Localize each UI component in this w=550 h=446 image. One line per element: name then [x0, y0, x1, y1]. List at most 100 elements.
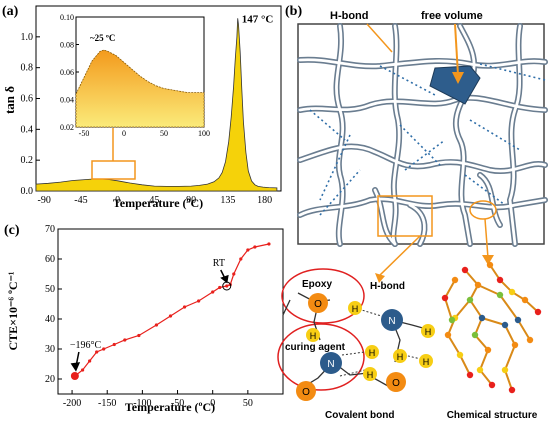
cte-point: [88, 359, 92, 363]
hydrogen-atom-7: [419, 354, 433, 368]
panel-c-frame: [57, 228, 284, 395]
y-tick-label: 0.2: [21, 155, 34, 166]
cte-point: [246, 248, 250, 252]
free-volume-region: [429, 65, 481, 105]
oxygen-atom-2-label: O: [392, 378, 400, 389]
hydrogen-atom-3-label: H: [425, 327, 432, 337]
chem-bonds: [443, 264, 539, 391]
hbond-molecular-label: H-bond: [370, 281, 405, 292]
inset-x-tick-label: 50: [160, 129, 168, 138]
cte-point: [218, 285, 222, 290]
zoom-arrowhead-right: [482, 255, 494, 265]
cte-line: [74, 243, 270, 377]
hbond-dotted-lines: [309, 63, 546, 216]
hydrogen-atom-2: [306, 328, 320, 342]
panel-a-ylabel: tan δ: [2, 86, 17, 114]
x-tick-label: -90: [37, 195, 50, 206]
panel-a-axes: -90 -45 0 45 90 135 180 0.0 0.2 0.4 0.6 0.8 1.0: [21, 32, 273, 206]
cte-point: [232, 272, 236, 276]
cte-point: [95, 350, 99, 354]
inset-x-tick-label: -50: [79, 129, 90, 138]
oxygen-atom-2: [386, 372, 406, 392]
zoom-connector-right: [484, 218, 489, 259]
hydrogen-atom-1-label: H: [352, 304, 359, 314]
nitrogen-atom-2-label: N: [388, 316, 395, 327]
cte-point: [123, 338, 127, 342]
zoom-box-left: [377, 195, 433, 237]
hydrogen-atom-6: [363, 367, 377, 381]
rt-annotation: RT: [213, 258, 225, 269]
cte-point: [211, 290, 215, 294]
cte-point: [112, 342, 116, 347]
polymer-chains: [297, 23, 548, 247]
curing-agent-circle: [277, 323, 365, 391]
molecular-detail: O H H N N H H H H H O O Epoxy H-bond cu: [277, 268, 435, 421]
panel-b: (b): [277, 4, 548, 421]
panel-c-ylabel: CTE×10⁻⁶ ºC⁻¹: [6, 271, 20, 350]
y-tick-label: 1.0: [21, 32, 34, 43]
inset-curve: [75, 49, 205, 128]
hydrogen-atom-3: [421, 324, 435, 338]
y-tick-label: 0.4: [21, 124, 34, 135]
x-tick-label: -50: [171, 398, 184, 409]
oxygen-atom-3-label: O: [302, 387, 310, 398]
peak-annotation: 147 °C: [242, 13, 274, 25]
zoom-connector-left: [379, 235, 421, 276]
x-tick-label: -45: [74, 195, 87, 206]
hydrogen-atom-5: [393, 349, 407, 363]
hydrogen-atom-7-label: H: [423, 357, 430, 367]
x-tick-label: 45: [149, 195, 159, 206]
zoom-arrowhead-left: [375, 273, 385, 283]
inset-x-tick-label: 100: [198, 129, 210, 138]
cte-point: [182, 305, 187, 309]
panel-c-xlabel: Temperature (ºC): [125, 400, 215, 414]
x-tick-label: 135: [220, 195, 235, 206]
rt-arrow: [220, 269, 229, 284]
cte-point: [267, 242, 271, 246]
start-arrow: [70, 351, 81, 372]
panel-a: (a) -90 -45 0 45 90 135 1800.00.20.40.60.81.0 …: [2, 4, 282, 210]
free-volume-label: free volume: [421, 10, 483, 22]
x-tick-label: 0: [210, 398, 215, 409]
cte-point: [197, 299, 201, 303]
panel-c-label: (c): [4, 223, 20, 238]
y-tick-label: 0.6: [21, 94, 34, 105]
oxygen-atom-1-label: O: [314, 299, 322, 310]
hydrogen-atom-6-label: H: [367, 370, 374, 380]
y-tick-label: 0.0: [21, 186, 34, 197]
chemical-structure-label: Chemical structure: [447, 410, 538, 421]
zoom-ellipse-right: [469, 200, 497, 220]
covalent-bond-label: Covalent bond: [325, 410, 394, 421]
nitrogen-atom-2: [381, 309, 403, 331]
x-tick-label: 180: [257, 195, 272, 206]
panel-b-label: (b): [285, 4, 302, 19]
hydrogen-atom-2-label: H: [310, 331, 317, 341]
curing-agent-label: curing agent: [285, 342, 346, 353]
panel-a-xlabel: Temperature (ºC): [113, 196, 203, 210]
panel-a-label: (a): [2, 4, 19, 19]
free-volume-arrowhead: [452, 72, 464, 84]
inset-y-tick-label: 0.04: [60, 96, 74, 105]
x-tick-label: 50: [243, 398, 253, 409]
nitrogen-atom-1-label: N: [327, 359, 334, 370]
x-tick-label: -100: [133, 398, 151, 409]
hbond-pointer: [366, 23, 393, 53]
y-tick-label: 20: [45, 374, 55, 385]
chemical-structure: Chemical structure: [441, 261, 542, 421]
x-tick-label: -150: [98, 398, 116, 409]
cte-points: [73, 242, 271, 378]
cte-point: [154, 323, 159, 327]
cte-point: [81, 368, 85, 372]
epoxy-label: Epoxy: [302, 279, 332, 290]
inset-y-tick-label: 0.08: [60, 41, 74, 50]
y-tick-label: 70: [45, 224, 55, 235]
hydrogen-atom-4-label: H: [369, 348, 376, 358]
panel-c: (c) -200 -150 -100 -50 0 50 20 30 40 50 60 70 −196°…: [4, 223, 284, 414]
y-tick-label: 60: [45, 254, 55, 265]
nitrogen-atom-1: [320, 352, 342, 374]
inset-annotation: ~25 ºC: [90, 33, 115, 43]
x-tick-label: 90: [186, 195, 196, 206]
y-tick-label: 30: [45, 344, 55, 355]
free-volume-pointer: [454, 23, 459, 76]
